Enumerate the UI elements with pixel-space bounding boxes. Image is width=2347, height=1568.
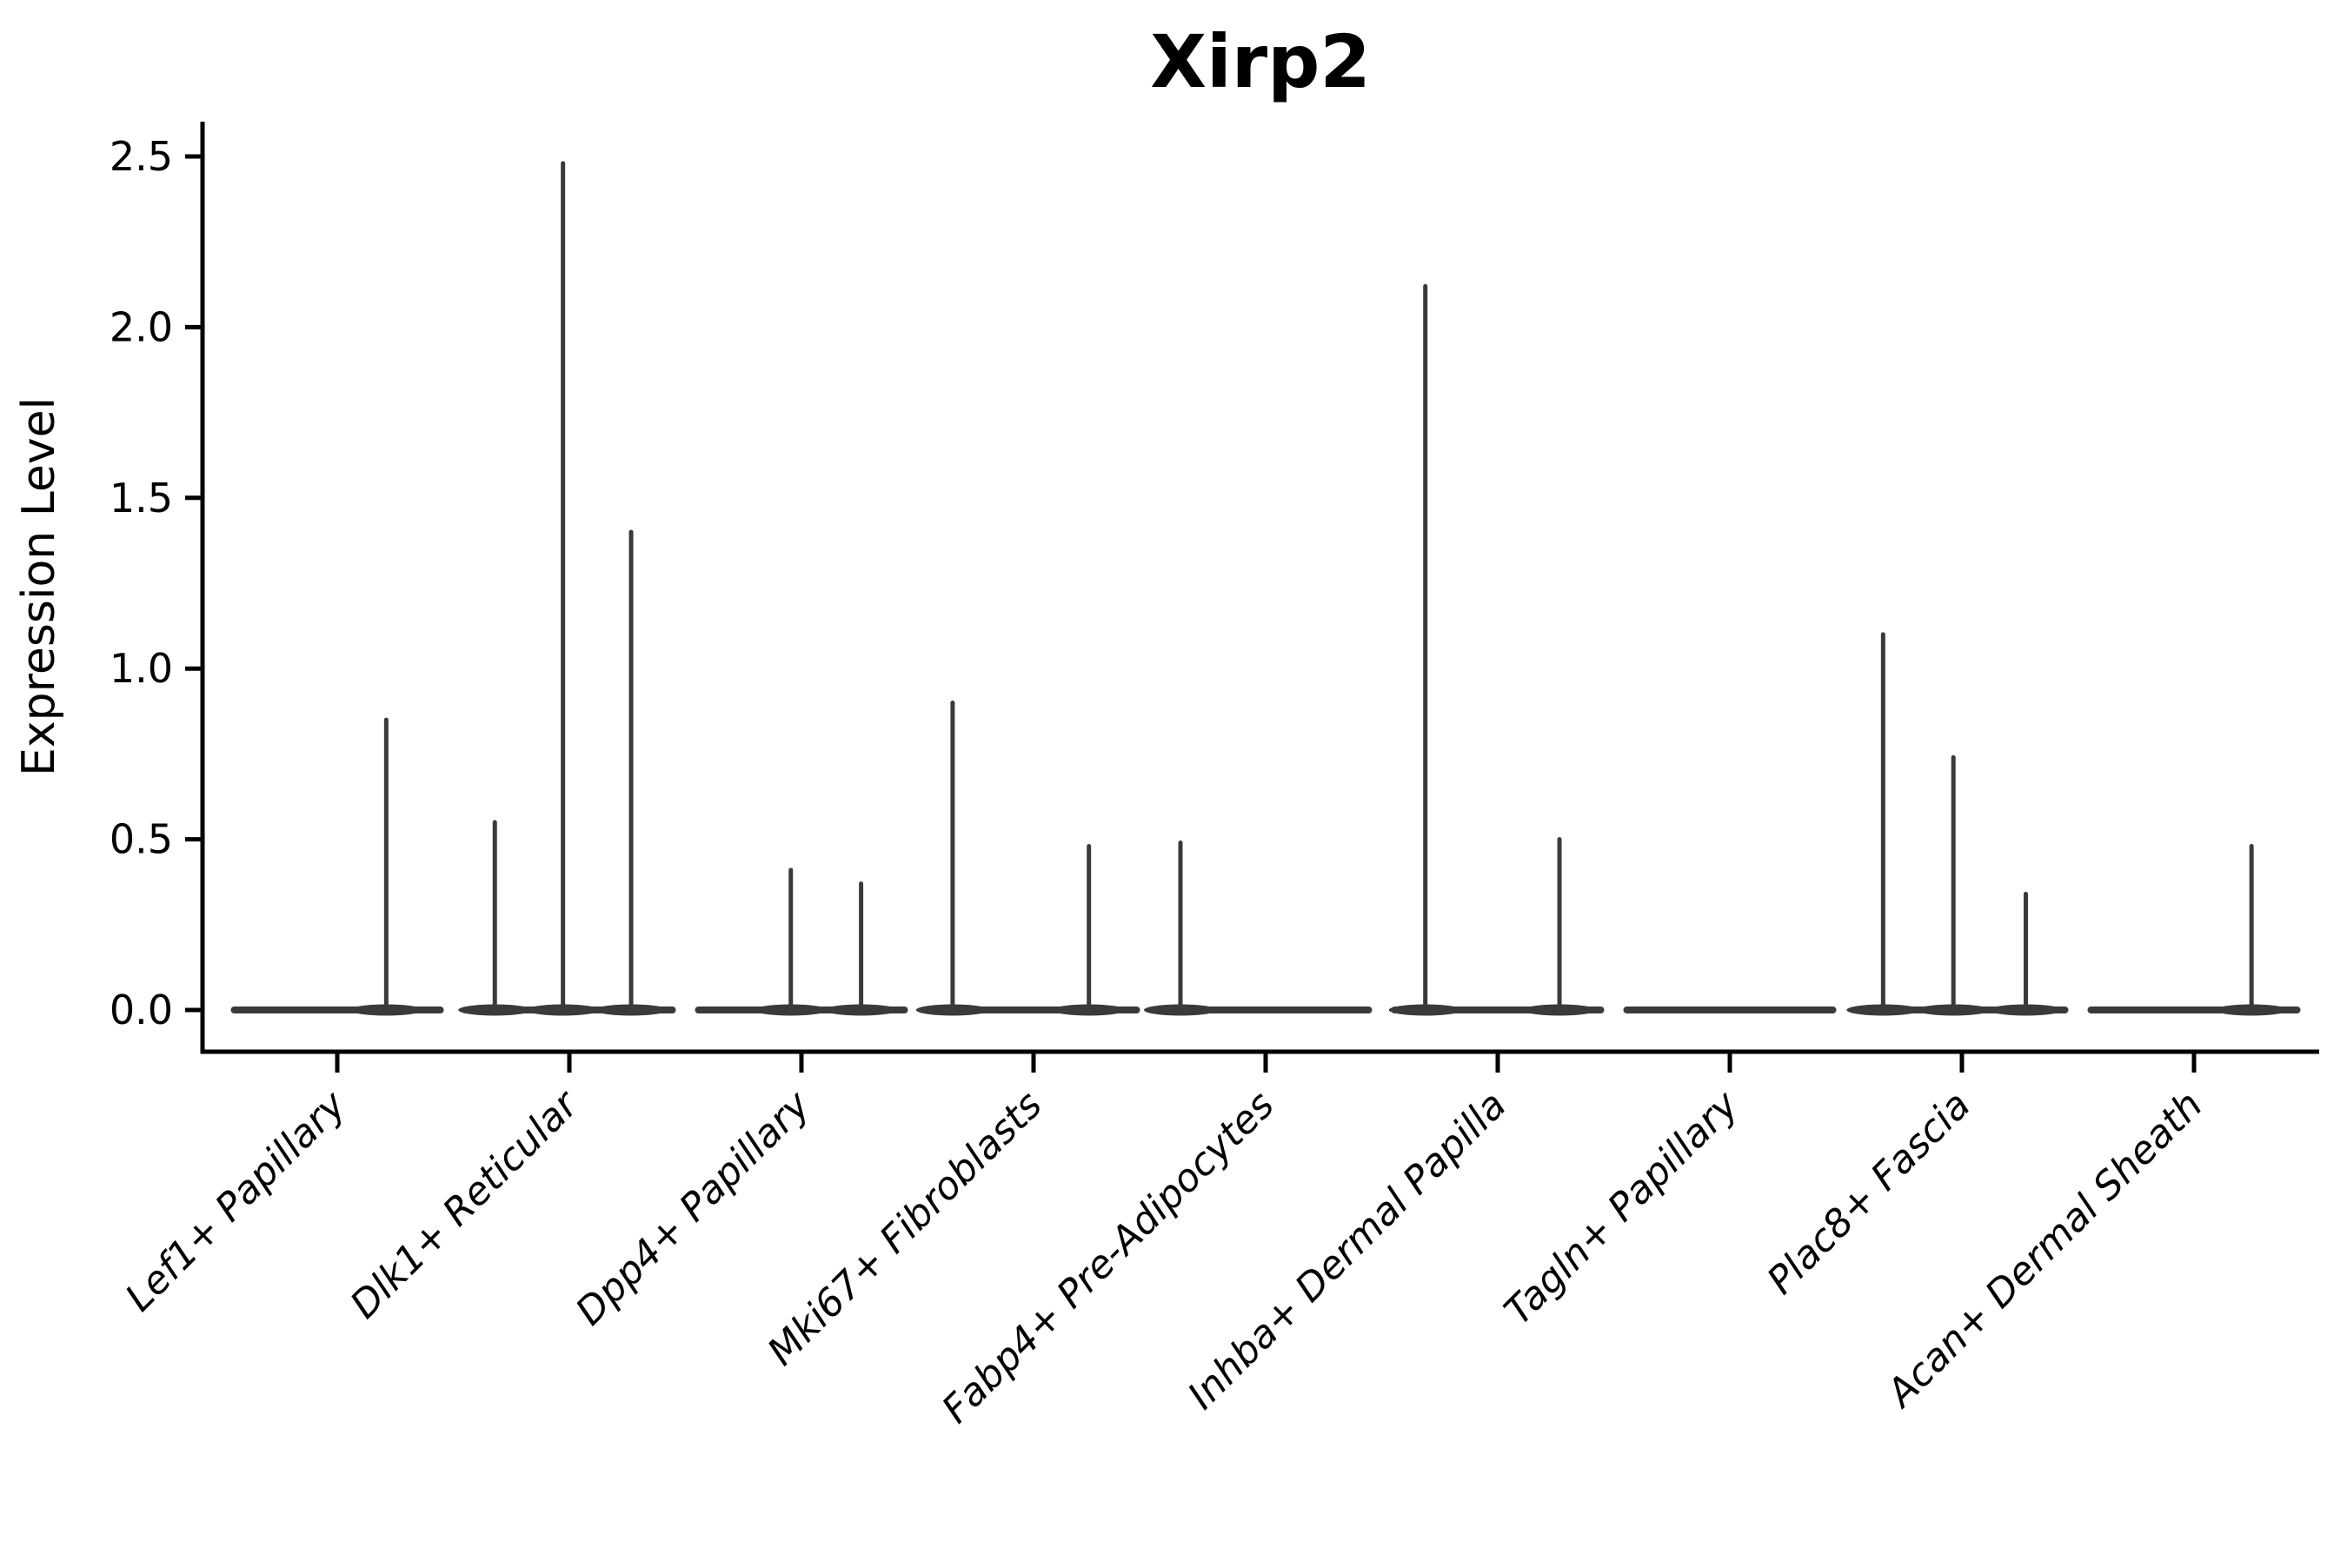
y-tick-label: 0.0 [110, 987, 173, 1033]
violin-groups [230, 161, 2301, 1016]
violin-group [1623, 1007, 1837, 1013]
violin-baseline [462, 1007, 676, 1013]
violin-group [695, 867, 908, 1016]
x-tick-label: Dlk1+ Reticular [342, 1081, 588, 1327]
violin-baseline [230, 1007, 444, 1013]
x-tick-label: Tagln+ Papillary [1496, 1082, 1747, 1333]
axes-layer [200, 122, 2319, 1054]
violin-baseline [1623, 1007, 1837, 1013]
chart-title: Xirp2 [1150, 19, 1371, 104]
x-tick-label: Lef1+ Papillary [117, 1082, 356, 1320]
y-tick-label: 2.5 [110, 133, 173, 180]
x-tick-label: Dpp4+ Papillary [568, 1082, 820, 1334]
violin-baseline [927, 1007, 1140, 1013]
y-axis-ticks: 0.0 0.5 1.0 1.5 2.0 2.5 [110, 133, 203, 1033]
violin-baseline [1391, 1007, 1605, 1013]
y-tick-label: 1.0 [110, 645, 173, 692]
y-tick-label: 2.0 [110, 303, 173, 350]
violin-group [230, 717, 444, 1016]
violin-baseline [2087, 1007, 2301, 1013]
y-tick-label: 1.5 [110, 475, 173, 522]
violin-group [1846, 632, 2069, 1016]
y-axis-label: Expression Level [13, 397, 65, 776]
violin-group [2087, 843, 2301, 1016]
x-tick-label: Plac8+ Fascia [1759, 1083, 1978, 1303]
violin-group [1388, 283, 1605, 1016]
y-tick-label: 0.5 [110, 816, 173, 863]
violin-baseline [1159, 1007, 1373, 1013]
violin-group [915, 700, 1140, 1016]
violin-group [1144, 840, 1373, 1016]
violin-group [458, 161, 676, 1016]
violin-baseline [1855, 1007, 2069, 1013]
violin-baseline [695, 1007, 908, 1013]
